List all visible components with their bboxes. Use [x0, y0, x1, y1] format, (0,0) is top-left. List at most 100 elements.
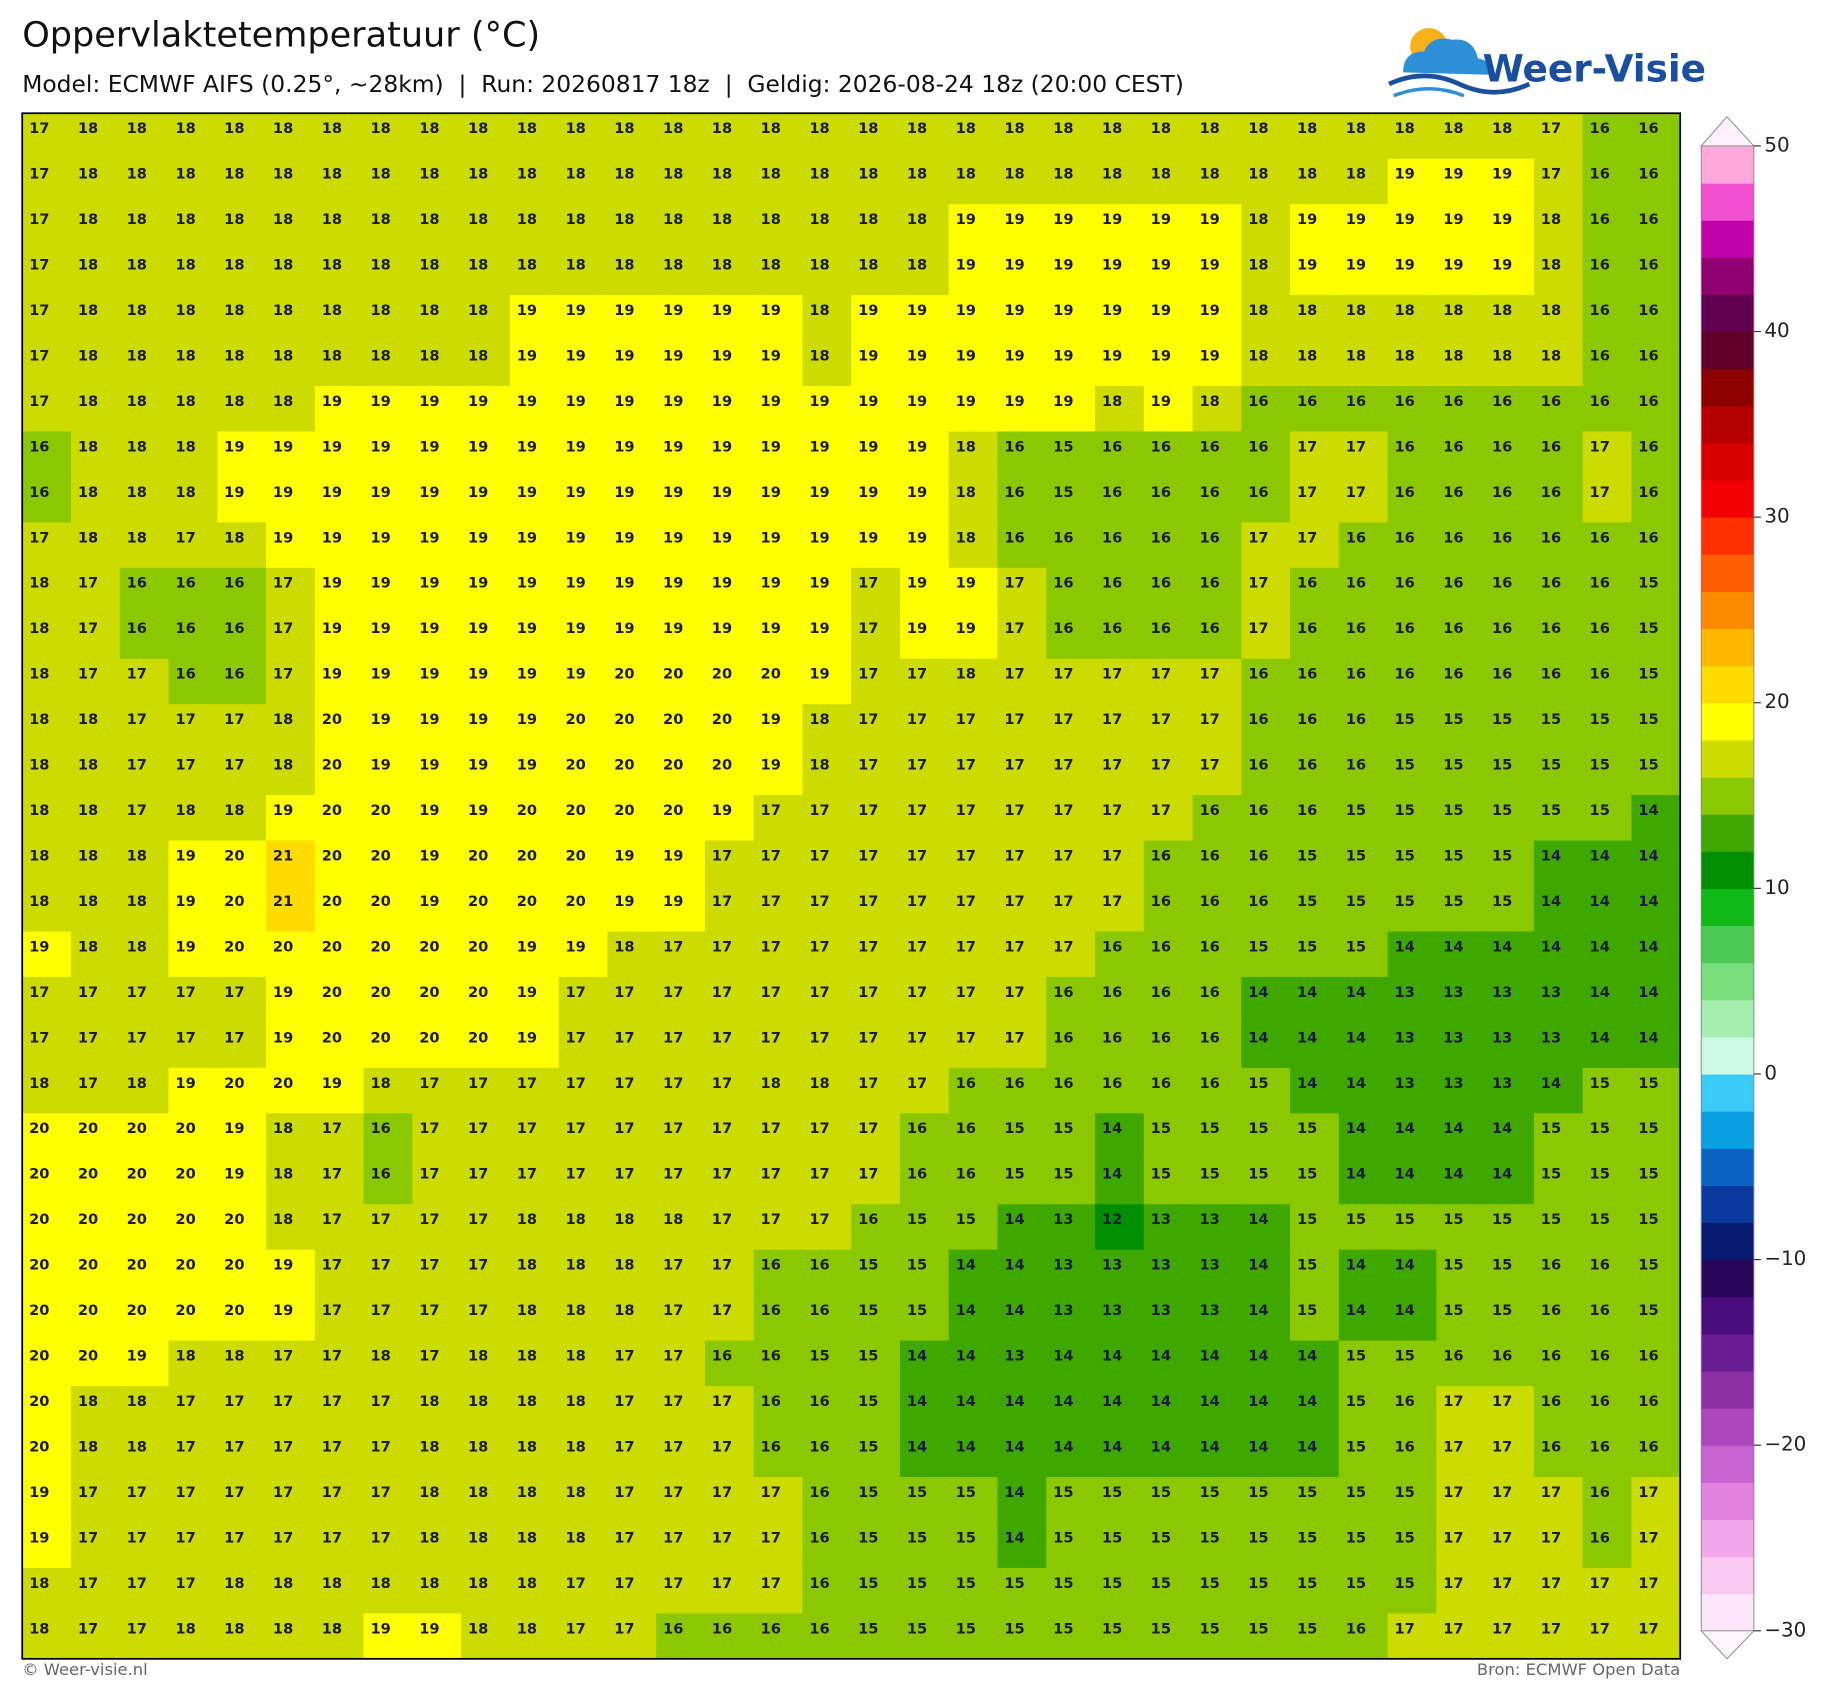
temperature-value: 19: [761, 347, 781, 364]
temperature-value: 20: [761, 666, 781, 683]
temperature-cell: [1436, 1386, 1486, 1433]
temperature-value: 19: [858, 302, 878, 319]
colorbar-band: [1701, 628, 1754, 667]
temperature-value: 17: [1053, 893, 1073, 910]
temperature-value: 18: [1297, 166, 1317, 183]
temperature-cell: [314, 204, 365, 251]
temperature-cell: [997, 795, 1047, 842]
temperature-value: 18: [127, 1438, 147, 1455]
temperature-cell: [607, 522, 657, 569]
temperature-value: 16: [1053, 984, 1073, 1001]
temperature-cell: [217, 931, 267, 978]
temperature-cell: [363, 1158, 414, 1205]
temperature-value: 15: [1297, 1302, 1317, 1319]
temperature-value: 17: [322, 1529, 342, 1546]
temperature-value: 18: [566, 1302, 586, 1319]
temperature-cell: [1095, 840, 1145, 887]
temperature-value: 15: [907, 1575, 927, 1592]
temperature-cell: [607, 976, 657, 1024]
temperature-value: 16: [1541, 393, 1561, 410]
temperature-value: 19: [1102, 257, 1122, 274]
temperature-cell: [1046, 1340, 1096, 1387]
temperature-value: 19: [614, 484, 634, 501]
temperature-value: 16: [1297, 575, 1317, 592]
temperature-cell: [1631, 840, 1681, 887]
temperature-cell: [704, 385, 755, 433]
colorbar-band: [1701, 1073, 1754, 1112]
temperature-value: 14: [1004, 1438, 1024, 1455]
temperature-value: 12: [1102, 1211, 1122, 1228]
temperature-cell: [412, 749, 462, 796]
temperature-cell: [168, 1431, 218, 1478]
temperature-cell: [1095, 113, 1145, 160]
temperature-value: 19: [761, 438, 781, 455]
temperature-value: 17: [712, 893, 732, 910]
colorbar-band: [1701, 183, 1754, 221]
temperature-value: 17: [858, 620, 878, 637]
temperature-value: 18: [322, 120, 342, 137]
temperature-value: 17: [370, 1438, 390, 1455]
temperature-value: 16: [1590, 620, 1610, 637]
temperature-cell: [948, 1386, 999, 1433]
colorbar-band: [1701, 1445, 1754, 1483]
temperature-value: 17: [1443, 1575, 1463, 1592]
temperature-cell: [1143, 1567, 1194, 1615]
temperature-cell: [119, 476, 170, 524]
temperature-value: 16: [1248, 393, 1268, 410]
temperature-cell: [899, 158, 950, 205]
temperature-cell: [1143, 1113, 1194, 1160]
temperature-value: 17: [29, 166, 49, 183]
temperature-value: 19: [517, 666, 537, 683]
temperature-cell: [997, 1340, 1047, 1387]
temperature-value: 19: [419, 438, 439, 455]
temperature-value: 19: [273, 1029, 293, 1046]
temperature-value: 17: [1492, 1438, 1512, 1455]
temperature-cell: [997, 158, 1047, 205]
temperature-value: 19: [517, 757, 537, 774]
temperature-cell: [899, 1113, 950, 1160]
temperature-cell: [461, 113, 511, 160]
temperature-cell: [997, 704, 1047, 751]
temperature-value: 15: [1151, 1166, 1171, 1183]
temperature-value: 18: [224, 802, 244, 819]
temperature-cell: [1631, 1295, 1681, 1342]
temperature-value: 14: [1541, 893, 1561, 910]
temperature-cell: [948, 1613, 999, 1660]
temperature-value: 19: [175, 893, 195, 910]
temperature-value: 18: [370, 120, 390, 137]
temperature-value: 16: [1590, 166, 1610, 183]
temperature-value: 17: [224, 1529, 244, 1546]
temperature-value: 18: [907, 257, 927, 274]
temperature-value: 15: [1151, 1529, 1171, 1546]
temperature-value: 16: [1541, 1393, 1561, 1410]
temperature-cell: [461, 658, 511, 705]
temperature-value: 20: [224, 1302, 244, 1319]
temperature-cell: [948, 1476, 999, 1524]
temperature-cell: [1046, 1522, 1096, 1569]
temperature-value: 18: [273, 757, 293, 774]
temperature-cell: [1338, 1022, 1389, 1069]
temperature-cell: [509, 249, 560, 296]
temperature-value: 18: [175, 1348, 195, 1365]
temperature-cell: [70, 886, 121, 933]
temperature-cell: [607, 158, 657, 205]
temperature-value: 17: [273, 1348, 293, 1365]
temperature-cell: [704, 113, 755, 160]
temperature-cell: [1338, 1340, 1389, 1387]
temperature-cell: [1046, 158, 1096, 205]
temperature-value: 14: [1638, 847, 1658, 864]
temperature-value: 15: [1492, 1257, 1512, 1274]
temperature-value: 18: [517, 1211, 537, 1228]
temperature-value: 18: [273, 302, 293, 319]
temperature-value: 17: [127, 1029, 147, 1046]
temperature-cell: [412, 476, 462, 524]
temperature-cell: [948, 1522, 999, 1569]
temperature-cell: [70, 795, 121, 842]
temperature-value: 19: [370, 620, 390, 637]
temperature-value: 16: [956, 1120, 976, 1137]
temperature-cell: [558, 431, 609, 478]
temperature-value: 18: [419, 1529, 439, 1546]
temperature-cell: [363, 931, 414, 978]
temperature-value: 16: [1638, 1393, 1658, 1410]
temperature-cell: [461, 385, 511, 433]
